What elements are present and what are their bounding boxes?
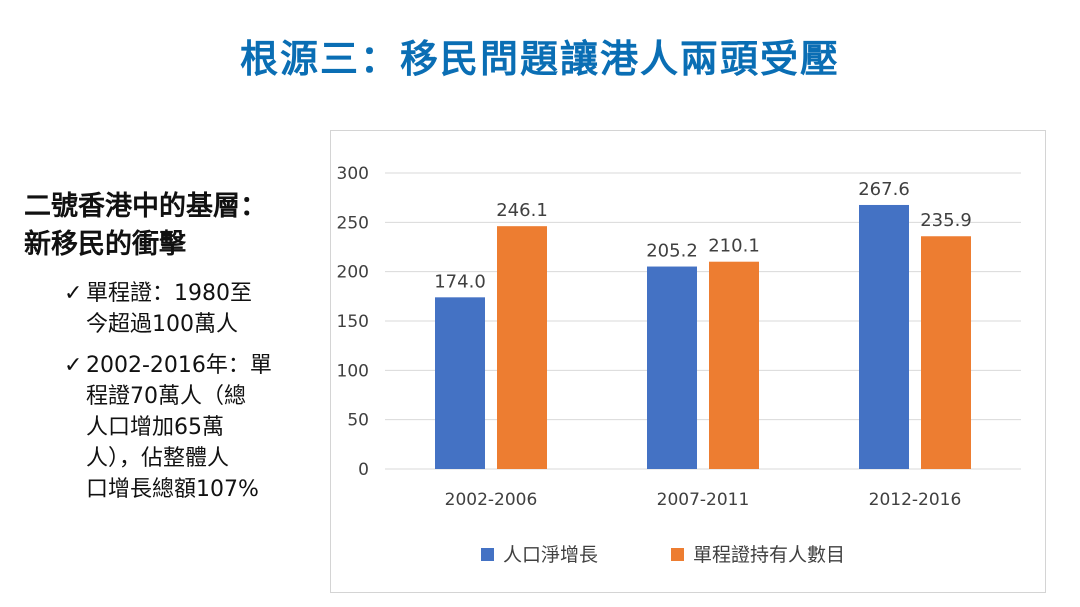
data-label: 174.0 <box>434 271 486 292</box>
bullet-item-2002-2016: ✓ 2002-2016年：單 程證70萬人（總 人口增加65萬 人），佔整體人 … <box>64 350 304 505</box>
bullet-line: 程證70萬人（總 <box>86 384 246 409</box>
heading-line-2: 新移民的衝擊 <box>24 229 186 260</box>
chart-frame: 0 50 100 150 200 250 300 174.0 246.1 2002-2006 205… <box>330 130 1046 593</box>
bar <box>435 297 485 469</box>
legend-swatch <box>671 548 684 561</box>
bar <box>921 236 971 469</box>
y-tick-label: 50 <box>347 411 369 431</box>
bullet-line: 人），佔整體人 <box>86 446 230 471</box>
bar <box>709 261 759 469</box>
y-tick-label: 0 <box>358 460 369 480</box>
y-tick-label: 250 <box>337 213 369 233</box>
heading-line-1: 二號香港中的基層： <box>24 191 267 222</box>
data-label: 246.1 <box>496 200 548 221</box>
y-tick-label: 100 <box>337 361 369 381</box>
bullet-line: 口增長總額107% <box>86 477 259 502</box>
bar-chart: 0 50 100 150 200 250 300 174.0 246.1 2002-2006 205… <box>337 164 1021 566</box>
data-label: 205.2 <box>646 241 698 262</box>
legend-label: 人口淨增長 <box>503 544 598 566</box>
bullet-list: ✓ 單程證：1980至 今超過100萬人 ✓ 2002-2016年：單 程證70… <box>64 278 304 515</box>
page-title: 根源三：移民問題讓港人兩頭受壓 <box>239 37 840 81</box>
data-label: 210.1 <box>708 236 760 257</box>
bar <box>497 226 547 469</box>
legend-swatch <box>481 548 494 561</box>
x-tick-label: 2012-2016 <box>869 490 962 510</box>
legend-label: 單程證持有人數目 <box>693 544 845 566</box>
data-label: 235.9 <box>920 210 972 231</box>
bar <box>647 266 697 469</box>
y-tick-label: 150 <box>337 312 369 332</box>
x-tick-label: 2007-2011 <box>657 490 750 510</box>
bullet-line: 單程證：1980至 <box>86 281 252 306</box>
bullet-line: 2002-2016年：單 <box>86 353 272 378</box>
y-tick-label: 200 <box>337 263 369 283</box>
y-tick-label: 300 <box>337 164 369 184</box>
bar <box>859 204 909 469</box>
section-heading: 二號香港中的基層： 新移民的衝擊 <box>24 188 324 264</box>
bullet-line: 人口增加65萬 <box>86 415 224 440</box>
check-icon: ✓ <box>64 353 83 378</box>
bullet-item-one-way-permit-total: ✓ 單程證：1980至 今超過100萬人 <box>64 278 304 340</box>
data-label: 267.6 <box>858 179 910 200</box>
x-tick-label: 2002-2006 <box>445 490 538 510</box>
check-icon: ✓ <box>64 281 83 306</box>
bullet-line: 今超過100萬人 <box>86 312 238 337</box>
